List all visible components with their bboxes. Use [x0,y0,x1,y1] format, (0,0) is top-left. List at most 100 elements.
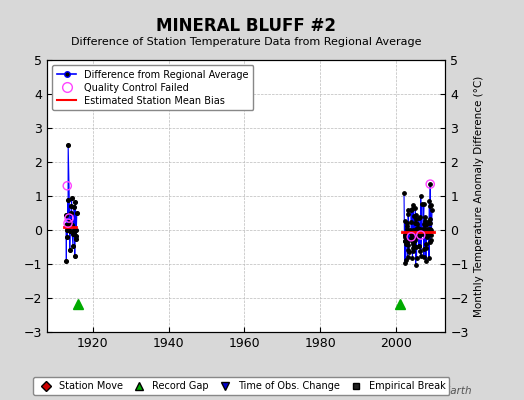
Point [421,214,429,220]
Point [407,218,416,225]
Point [406,227,414,233]
Point [411,205,419,211]
Point [72,227,81,234]
Point [409,227,417,233]
Point [403,242,412,248]
Point [401,257,410,263]
Point [427,226,435,233]
Legend: Difference from Regional Average, Quality Control Failed, Estimated Station Mean: Difference from Regional Average, Qualit… [52,65,254,110]
Point [411,236,419,243]
Point [415,233,423,240]
Point [412,228,421,234]
Point [413,220,422,227]
Point [427,202,435,208]
Point [421,222,429,228]
Point [400,260,409,266]
Point [69,230,78,237]
Point [407,236,415,242]
Point [407,207,416,213]
Point [407,229,415,236]
Point [63,234,72,240]
Point [412,255,421,261]
Point [412,216,420,222]
Point [65,215,73,221]
Point [423,221,431,227]
Point [68,222,76,228]
Point [423,230,431,237]
Point [63,227,72,233]
Point [62,258,71,264]
Point [400,190,408,196]
Point [62,222,71,228]
Point [71,199,80,206]
Point [414,214,423,221]
Point [425,216,434,222]
Point [408,238,416,244]
Point [408,206,416,212]
Point [425,255,433,261]
Point [425,198,433,204]
Point [414,224,422,231]
Point [420,246,429,252]
Point [63,182,71,189]
Point [408,248,417,254]
Point [414,228,422,234]
Y-axis label: Monthly Temperature Anomaly Difference (°C): Monthly Temperature Anomaly Difference (… [474,75,484,317]
Point [412,220,421,226]
Point [411,234,420,240]
Point [405,249,413,256]
Point [416,226,424,232]
Point [416,248,424,255]
Point [408,232,416,238]
Point [410,238,418,244]
Point [70,204,79,210]
Text: Berkeley Earth: Berkeley Earth [395,386,472,396]
Point [67,210,75,216]
Point [418,201,426,208]
Point [426,220,434,226]
Point [62,212,70,218]
Point [428,206,436,213]
Point [409,202,417,208]
Text: MINERAL BLUFF #2: MINERAL BLUFF #2 [156,17,336,35]
Point [426,181,434,187]
Point [406,230,414,236]
Point [426,181,434,187]
Point [408,254,417,261]
Point [410,243,418,250]
Point [410,212,418,219]
Point [411,212,420,218]
Point [422,244,430,251]
Point [63,222,72,229]
Point [404,211,412,218]
Point [71,252,79,259]
Point [423,234,432,240]
Point [72,236,80,242]
Point [409,244,417,251]
Point [401,237,410,244]
Point [401,234,409,241]
Point [423,232,431,239]
Point [409,241,417,247]
Point [403,247,412,254]
Point [70,229,79,236]
Point [401,238,410,245]
Point [408,230,416,237]
Point [417,193,425,199]
Point [418,231,426,237]
Point [68,194,76,201]
Point [415,243,423,249]
Point [416,214,424,220]
Point [402,223,411,229]
Point [420,201,428,208]
Point [64,142,72,148]
Text: Difference of Station Temperature Data from Regional Average: Difference of Station Temperature Data f… [71,37,421,47]
Point [415,243,423,249]
Point [401,218,409,224]
Point [425,202,434,209]
Point [66,228,74,234]
Point [420,254,428,260]
Point [410,220,419,226]
Legend: Station Move, Record Gap, Time of Obs. Change, Empirical Break: Station Move, Record Gap, Time of Obs. C… [32,377,450,395]
Point [402,226,411,232]
